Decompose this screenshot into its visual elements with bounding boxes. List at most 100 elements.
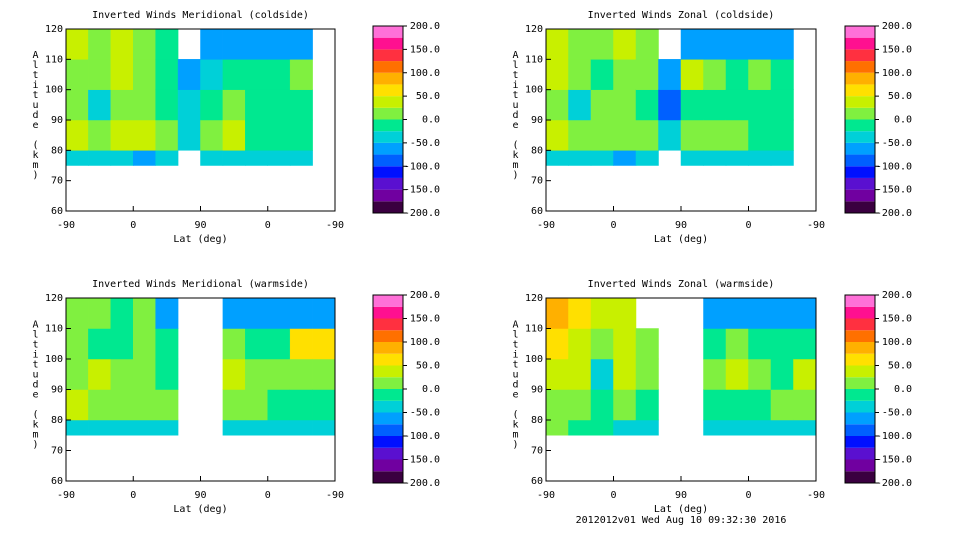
contour-cell (658, 119, 682, 151)
y-tick-label: 70 (531, 176, 543, 187)
contour-cell (748, 89, 772, 121)
colorbar-tick-label: 100.0 (882, 337, 912, 348)
contour-cell (312, 328, 336, 360)
colorbar-band (373, 424, 403, 436)
contour-cell (110, 150, 134, 166)
contour-cell (222, 89, 246, 121)
contour-cell (155, 89, 179, 121)
contour-cell (155, 297, 179, 329)
contour-cell (65, 419, 89, 436)
y-tick-label: 70 (531, 446, 543, 457)
x-tick-label: 0 (265, 220, 271, 231)
contour-cell (703, 28, 727, 60)
contour-cell (110, 89, 134, 121)
contour-cell (725, 28, 749, 60)
colorbar-tick-label: 150.0 (882, 44, 912, 55)
contour-cell (155, 28, 179, 60)
contour-cell (770, 419, 794, 436)
colorbar-band (373, 84, 403, 97)
contour-cell (613, 419, 637, 436)
contour-cell (770, 358, 794, 390)
colorbar-band (373, 330, 403, 342)
y-tick-label: 120 (525, 293, 543, 304)
contour-cell (545, 28, 569, 60)
contour-cell (590, 59, 614, 90)
colorbar-tick-label: 100.0 (410, 68, 440, 79)
contour-cell (245, 59, 268, 90)
contour-cell (155, 150, 179, 166)
y-tick-label: 100 (525, 85, 543, 96)
contour-cell (635, 89, 659, 121)
contour-cell (703, 59, 727, 90)
colorbar-band (373, 295, 403, 307)
contour-cell (88, 59, 112, 90)
contour-cell (748, 150, 772, 166)
x-tick-label: 0 (130, 220, 136, 231)
colorbar-band (845, 353, 875, 366)
colorbar-band (373, 377, 403, 389)
x-tick-label: -90 (57, 490, 75, 501)
colorbar-band (373, 436, 403, 448)
contour-cell (88, 119, 112, 151)
colorbar-band (845, 318, 875, 331)
contour-cell (200, 59, 224, 90)
colorbar-band (373, 306, 403, 319)
x-tick-label: -90 (807, 490, 825, 501)
contour-cell (680, 59, 704, 90)
contour-cell (545, 389, 569, 421)
contour-cell (289, 297, 313, 329)
colorbar-band (373, 154, 403, 167)
y-axis-label: Altitude (km) (30, 50, 41, 180)
contour-cell (267, 358, 291, 390)
contour-cell (222, 119, 246, 151)
contour-cell (133, 59, 156, 90)
colorbar-band (373, 342, 403, 354)
colorbar-tick-label: 50.0 (888, 361, 912, 372)
contour-cell (65, 328, 89, 360)
y-axis-label: Altitude (km) (30, 320, 41, 450)
x-tick-label: 0 (130, 490, 136, 501)
contour-cell (267, 389, 291, 421)
footer-stamp: 2012012v01 Wed Aug 10 09:32:30 2016 (576, 515, 787, 526)
contour-cell (590, 150, 614, 166)
contour-cell (635, 119, 659, 151)
colorbar-band (373, 318, 403, 331)
contour-cell (568, 358, 592, 390)
contour-cell (590, 419, 614, 436)
colorbar-band (373, 177, 403, 190)
colorbar-band (373, 166, 403, 178)
contour-cell (88, 89, 112, 121)
colorbar-band (845, 37, 875, 50)
x-tick-label: 90 (194, 490, 206, 501)
y-tick-label: 100 (45, 85, 63, 96)
contour-cell (312, 297, 336, 329)
contour-cell (613, 119, 637, 151)
y-tick-label: 120 (45, 24, 63, 35)
y-tick-label: 120 (45, 293, 63, 304)
contour-cell (748, 389, 772, 421)
colorbar-tick-label: -150.0 (404, 455, 440, 466)
contour-cell (545, 59, 569, 90)
contour-cell (613, 328, 637, 360)
contour-cell (635, 28, 659, 60)
contour-cell (568, 89, 592, 121)
contour-cell (133, 419, 156, 436)
colorbar-tick-label: 0.0 (894, 115, 912, 126)
contour-cell (267, 28, 291, 60)
contour-cell (770, 328, 794, 360)
contour-cell (770, 150, 794, 166)
colorbar-band (373, 459, 403, 472)
contour-cell (748, 297, 772, 329)
contour-cell (703, 328, 727, 360)
x-tick-label: 90 (194, 220, 206, 231)
y-tick-label: 60 (51, 476, 63, 487)
colorbar-tick-label: 150.0 (410, 44, 440, 55)
contour-cell (289, 150, 313, 166)
contour-cell (545, 358, 569, 390)
x-tick-label: 90 (675, 220, 687, 231)
colorbar-band (845, 119, 875, 132)
x-axis-label: Lat (deg) (173, 504, 227, 515)
y-tick-label: 80 (531, 415, 543, 426)
contour-cell (133, 150, 156, 166)
